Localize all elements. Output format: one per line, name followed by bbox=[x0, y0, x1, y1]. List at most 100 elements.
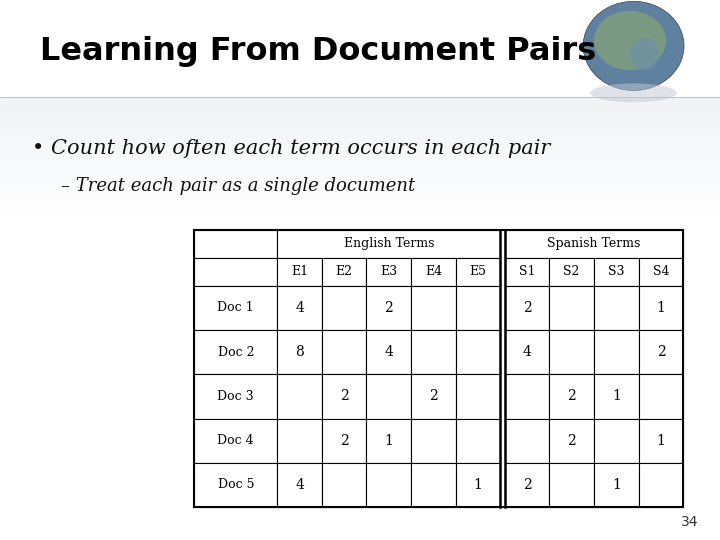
Bar bbox=[0, 466, 720, 468]
Bar bbox=[0, 376, 720, 378]
Bar bbox=[0, 464, 720, 466]
Text: Doc 1: Doc 1 bbox=[217, 301, 254, 314]
Bar bbox=[0, 147, 720, 150]
Text: – Treat each pair as a single document: – Treat each pair as a single document bbox=[61, 177, 415, 195]
Bar bbox=[0, 474, 720, 475]
Bar bbox=[456, 418, 500, 463]
Bar bbox=[0, 459, 720, 461]
Bar bbox=[0, 83, 720, 85]
Bar bbox=[0, 285, 720, 286]
Bar bbox=[0, 536, 720, 538]
Bar bbox=[411, 418, 456, 463]
Bar bbox=[0, 4, 720, 5]
Bar bbox=[0, 164, 720, 166]
Bar bbox=[277, 230, 500, 258]
Bar bbox=[0, 50, 720, 52]
Bar bbox=[0, 290, 720, 292]
Bar bbox=[0, 49, 720, 50]
Bar bbox=[0, 531, 720, 533]
Text: 2: 2 bbox=[567, 434, 576, 448]
Bar bbox=[0, 441, 720, 443]
Bar bbox=[322, 463, 366, 507]
Bar bbox=[0, 501, 720, 502]
Text: English Terms: English Terms bbox=[343, 237, 434, 250]
Bar bbox=[0, 266, 720, 268]
Bar bbox=[0, 497, 720, 498]
Bar bbox=[0, 196, 720, 198]
Bar bbox=[0, 85, 720, 86]
Bar bbox=[411, 374, 456, 418]
Bar bbox=[0, 169, 720, 171]
Bar bbox=[0, 322, 720, 324]
Bar bbox=[0, 400, 720, 401]
Bar bbox=[0, 315, 720, 317]
Bar bbox=[0, 309, 720, 312]
Bar bbox=[0, 538, 720, 540]
Bar bbox=[0, 481, 720, 482]
Bar bbox=[0, 198, 720, 200]
Text: 2: 2 bbox=[384, 301, 393, 315]
Bar bbox=[0, 382, 720, 383]
Bar bbox=[0, 328, 720, 329]
Bar bbox=[0, 351, 720, 353]
Bar bbox=[0, 439, 720, 441]
Text: 34: 34 bbox=[681, 515, 698, 529]
Text: E3: E3 bbox=[380, 265, 397, 278]
Bar bbox=[0, 302, 720, 304]
Bar bbox=[0, 378, 720, 380]
Bar bbox=[0, 47, 720, 49]
Bar bbox=[366, 258, 411, 286]
Bar bbox=[0, 137, 720, 139]
Text: 1: 1 bbox=[474, 478, 482, 492]
Bar bbox=[0, 97, 720, 99]
Bar bbox=[0, 401, 720, 403]
Bar bbox=[0, 182, 720, 184]
Bar bbox=[0, 178, 720, 180]
Bar bbox=[0, 414, 720, 416]
Bar bbox=[0, 513, 720, 515]
Bar bbox=[0, 248, 720, 250]
Text: 4: 4 bbox=[295, 301, 304, 315]
Text: S2: S2 bbox=[564, 265, 580, 278]
Bar bbox=[0, 153, 720, 155]
Bar bbox=[594, 463, 639, 507]
Bar bbox=[456, 286, 500, 330]
Bar bbox=[505, 258, 549, 286]
Bar bbox=[0, 490, 720, 491]
Bar bbox=[0, 58, 720, 59]
Bar bbox=[0, 353, 720, 355]
Bar bbox=[0, 39, 720, 42]
Bar bbox=[0, 174, 720, 177]
Text: 1: 1 bbox=[384, 434, 393, 448]
Bar bbox=[0, 247, 720, 248]
Bar bbox=[0, 389, 720, 390]
Bar bbox=[0, 434, 720, 436]
Bar bbox=[322, 330, 366, 374]
Bar bbox=[0, 279, 720, 281]
Bar bbox=[411, 258, 456, 286]
Bar bbox=[0, 412, 720, 414]
Bar bbox=[194, 258, 277, 286]
Bar bbox=[0, 32, 720, 34]
Bar bbox=[549, 463, 594, 507]
Bar bbox=[0, 403, 720, 405]
Bar bbox=[0, 529, 720, 531]
Bar bbox=[0, 52, 720, 54]
Bar bbox=[0, 108, 720, 110]
Bar bbox=[0, 455, 720, 457]
Bar bbox=[0, 515, 720, 517]
Bar bbox=[0, 286, 720, 288]
Bar bbox=[194, 463, 277, 507]
Bar bbox=[0, 452, 720, 454]
Bar bbox=[0, 66, 720, 69]
Bar bbox=[0, 454, 720, 455]
Bar bbox=[0, 180, 720, 182]
Bar bbox=[0, 425, 720, 427]
Bar bbox=[456, 463, 500, 507]
Bar bbox=[0, 331, 720, 333]
Bar bbox=[0, 205, 720, 207]
Bar bbox=[0, 128, 720, 130]
Bar bbox=[277, 286, 322, 330]
Bar bbox=[0, 144, 720, 146]
Bar bbox=[456, 258, 500, 286]
